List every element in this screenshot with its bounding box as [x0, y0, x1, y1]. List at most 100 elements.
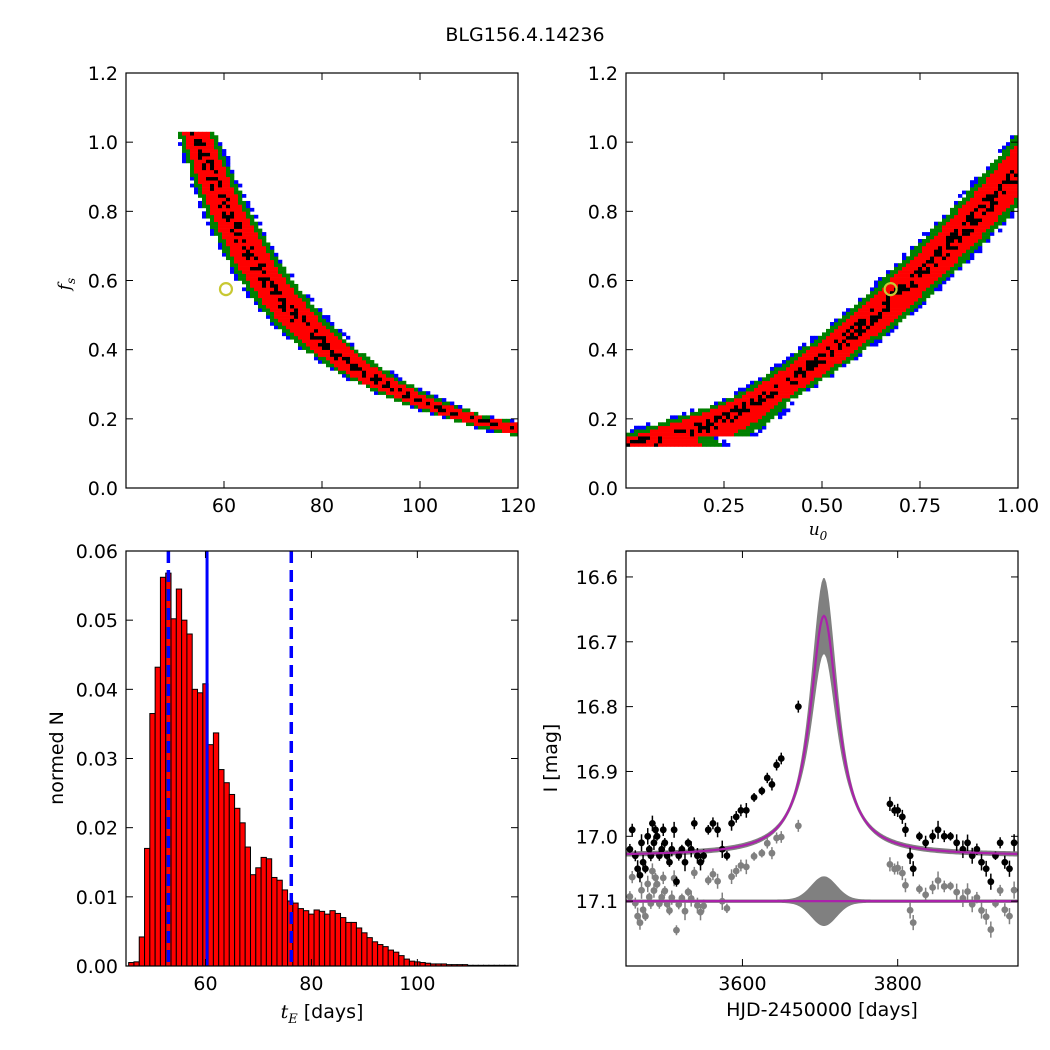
- fs-te-ytick-label: 0.8: [88, 201, 118, 223]
- fs-te-cell: [238, 270, 243, 274]
- fs-u0-cell: [1002, 207, 1007, 212]
- fs-te-cell: [254, 280, 259, 285]
- fs-te-cell: [386, 387, 391, 392]
- residual-point: [659, 874, 667, 882]
- fs-u0-cell: [766, 415, 771, 420]
- fs-te-cell: [210, 221, 215, 226]
- fs-u0-cell: [998, 176, 1003, 181]
- fs-u0-cell: [810, 366, 815, 371]
- fs-u0-cell: [974, 180, 979, 184]
- fs-u0-cell: [834, 356, 839, 361]
- fs-te-cell: [250, 283, 255, 288]
- fs-te-cell: [290, 332, 295, 337]
- fs-u0-cell: [758, 422, 763, 427]
- fs-u0-ytick-label: 1.0: [588, 132, 618, 154]
- fs-u0-cell: [642, 436, 647, 440]
- fs-te-cell: [290, 311, 295, 316]
- data-point: [714, 826, 721, 834]
- fs-te-cell: [234, 266, 239, 271]
- fs-te-cell: [354, 349, 359, 354]
- fs-u0-cell: [770, 408, 775, 413]
- fs-u0-cell: [910, 263, 915, 267]
- fs-u0-cell: [958, 232, 963, 236]
- fs-u0-cell: [958, 245, 963, 250]
- fs-u0-cell: [882, 328, 887, 333]
- fs-u0-cell: [926, 256, 931, 261]
- fs-u0-cell: [882, 283, 887, 288]
- histogram-bar: [382, 946, 389, 967]
- fs-te-cell: [278, 301, 283, 306]
- fs-te-cell: [230, 173, 235, 178]
- fs-u0-cell: [926, 259, 931, 264]
- fs-te-cell: [194, 152, 199, 157]
- fs-te-cell: [454, 411, 459, 416]
- fs-te-cell: [326, 356, 331, 361]
- fs-te-cell: [254, 290, 259, 295]
- fs-te-cell: [190, 176, 195, 181]
- fs-u0-cell: [994, 169, 999, 174]
- fs-u0-cell: [774, 411, 779, 416]
- fs-te-cell: [322, 346, 327, 350]
- fs-u0-cell: [950, 259, 955, 264]
- data-point: [704, 826, 712, 834]
- fs-u0-cell: [918, 290, 923, 295]
- fs-u0-cell: [962, 225, 967, 229]
- fs-u0-cell: [734, 391, 739, 395]
- fs-te-cell: [202, 211, 207, 216]
- fs-u0-cell: [1014, 173, 1019, 178]
- fs-u0-cell: [706, 439, 711, 444]
- fs-te-cell: [186, 142, 191, 146]
- fs-te-cell: [282, 322, 287, 326]
- fs-u0-cell: [726, 398, 731, 402]
- fs-u0-cell: [770, 411, 775, 416]
- fs-u0-cell: [822, 370, 827, 375]
- fs-u0-cell: [706, 432, 711, 437]
- fs-u0-cell: [790, 384, 795, 389]
- fs-te-cell: [326, 318, 331, 323]
- fs-u0-cell: [974, 232, 979, 236]
- fs-te-cell: [234, 259, 239, 264]
- fs-u0-cell: [822, 353, 827, 357]
- histogram-bar: [181, 619, 188, 967]
- fs-u0-cell: [878, 318, 883, 323]
- fs-u0-cell: [842, 315, 847, 319]
- fs-u0-cell: [710, 436, 715, 440]
- fs-u0-cell: [978, 200, 983, 205]
- fs-u0-cell: [994, 197, 999, 202]
- fs-te-cell: [218, 207, 223, 212]
- fs-te-cell: [306, 325, 311, 330]
- fs-te-cell: [298, 322, 303, 326]
- fs-te-cell: [398, 380, 403, 385]
- fs-u0-cell: [930, 256, 935, 261]
- fs-u0-cell: [898, 297, 903, 302]
- fs-u0-cell: [946, 252, 951, 257]
- fs-u0-cell: [1014, 138, 1019, 143]
- fs-u0-cell: [986, 218, 991, 223]
- fs-te-cell: [202, 138, 207, 143]
- fs-u0-cell: [630, 439, 635, 444]
- histogram-bar: [393, 951, 400, 967]
- fs-u0-cell: [830, 363, 835, 368]
- fs-u0-cell: [858, 339, 863, 344]
- fs-u0-cell: [834, 335, 839, 340]
- fs-u0-cell: [734, 411, 739, 416]
- fs-te-cell: [258, 232, 263, 236]
- data-point: [659, 826, 667, 834]
- fs-u0-cell: [958, 207, 963, 212]
- fs-u0-cell: [838, 318, 843, 323]
- fs-u0-cell: [674, 429, 679, 433]
- fs-u0-cell: [978, 225, 983, 229]
- fs-te-cell: [186, 159, 191, 164]
- fs-u0-cell: [890, 290, 895, 295]
- fs-te-cell: [230, 176, 235, 181]
- fs-te-cell: [302, 325, 307, 330]
- fs-u0-cell: [774, 391, 779, 395]
- fs-te-cell: [294, 328, 299, 333]
- fs-te-cell: [218, 142, 223, 146]
- fs-u0-cell: [782, 360, 787, 364]
- fs-te-cell: [290, 297, 295, 302]
- fs-te-cell: [282, 308, 287, 312]
- fs-u0-cell: [766, 391, 771, 395]
- fs-u0-cell: [866, 308, 871, 312]
- fs-te-cell: [342, 353, 347, 357]
